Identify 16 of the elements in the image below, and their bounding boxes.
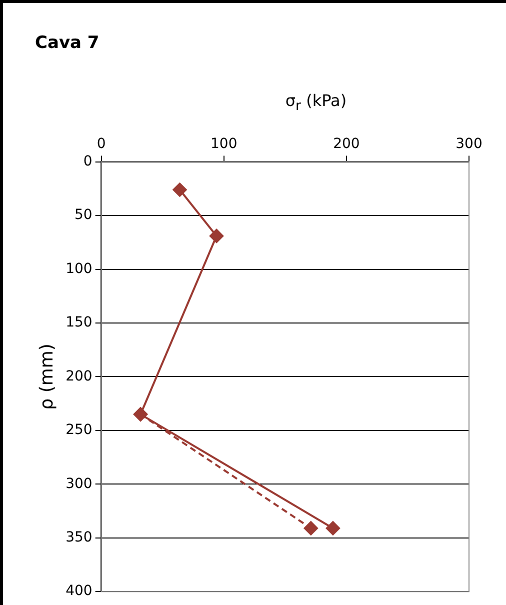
y-tick-label: 0 (83, 153, 92, 170)
y-axis-title: ρ (mm) (36, 344, 58, 410)
y-tick-label: 50 (74, 207, 92, 224)
y-tick-label: 200 (66, 368, 92, 384)
x-tick-label: 0 (96, 136, 106, 152)
x-tick-label: 200 (333, 136, 360, 152)
x-axis-title: σ$_{r}$ (kPa) (284, 91, 348, 114)
y-tick-label: 300 (66, 476, 92, 492)
y-tick-label: 400 (66, 583, 92, 600)
y-tick-label: 350 (66, 530, 92, 546)
chart-title: Cava 7 (35, 33, 100, 53)
y-tick-label: 150 (66, 314, 92, 331)
x-tick-label: 100 (210, 136, 238, 152)
y-tick-label: 250 (66, 422, 92, 438)
y-tick-label: 100 (66, 260, 92, 277)
x-tick-label: 300 (456, 136, 482, 152)
